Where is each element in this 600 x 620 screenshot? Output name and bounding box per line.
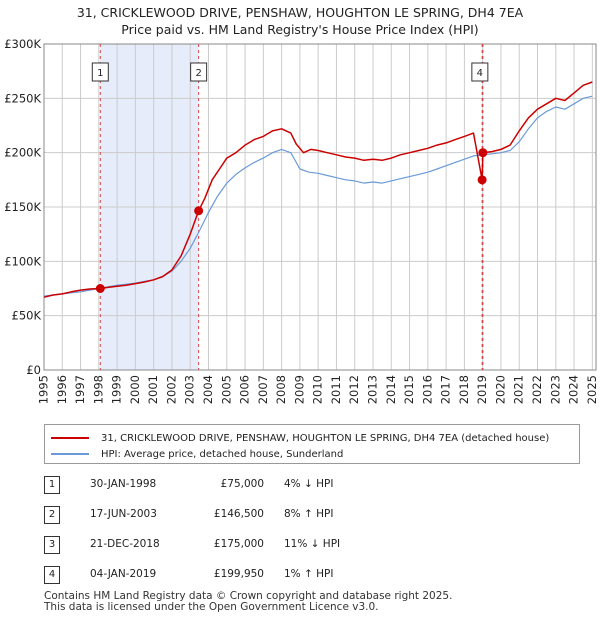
legend-label-hpi: HPI: Average price, detached house, Sund… [101,448,344,460]
sale-point [95,284,105,293]
event-number-box [91,62,109,82]
hpi-difference: 4% ↓ HPI [284,478,334,490]
x-tick-label: 2003 [183,375,197,404]
event-number-label: 4 [477,68,483,79]
footer-line-2: This data is licensed under the Open Gov… [44,601,379,613]
y-tick-label: £200K [4,146,41,160]
x-tick-label: 2017 [439,375,453,404]
x-tick-label: 1999 [110,375,124,404]
x-tick-label: 1995 [37,375,51,404]
x-tick-label: 2007 [256,375,270,404]
x-tick-label: 2005 [219,375,233,404]
x-tick-label: 2009 [292,375,306,404]
x-tick-label: 2018 [457,375,471,404]
y-tick-label: £300K [4,37,41,51]
sale-point [478,148,488,158]
x-tick-label: 2001 [146,375,160,404]
x-tick-label: 2025 [585,375,599,404]
x-tick-label: 2021 [512,375,526,404]
sale-date: 30-JAN-1998 [90,478,157,490]
event-number-box [190,62,208,82]
chart-title: 31, CRICKLEWOOD DRIVE, PENSHAW, HOUGHTON… [0,4,600,38]
table-row: 1 30-JAN-1998 £75,000 4% ↓ HPI [44,476,584,496]
chart-legend: 31, CRICKLEWOOD DRIVE, PENSHAW, HOUGHTON… [44,424,580,464]
event-marker-label: 4 [44,566,60,584]
property-price-line [43,81,593,298]
sale-point [194,206,204,216]
y-tick-label: £100K [4,254,41,268]
sale-price: £199,950 [213,568,264,580]
x-tick-label: 2012 [347,375,361,404]
title-line-2: Price paid vs. HM Land Registry's House … [121,22,479,37]
x-tick-label: 2014 [384,375,398,404]
event-number-box [471,62,489,82]
table-row: 3 21-DEC-2018 £175,000 11% ↓ HPI [44,536,584,556]
legend-item-property: 31, CRICKLEWOOD DRIVE, PENSHAW, HOUGHTON… [51,430,549,446]
x-tick-label: 2019 [475,375,489,404]
x-tick-label: 2022 [530,375,544,404]
y-tick-label: £0 [26,363,41,377]
x-tick-label: 2020 [493,375,507,404]
y-tick-label: £250K [4,91,41,105]
legend-swatch-property [51,437,89,439]
hpi-difference: 8% ↑ HPI [284,508,334,520]
x-tick-label: 2015 [402,375,416,404]
hpi-difference: 11% ↓ HPI [284,538,341,550]
x-tick-label: 1998 [91,375,105,404]
x-tick-label: 2016 [420,375,434,404]
legend-label-property: 31, CRICKLEWOOD DRIVE, PENSHAW, HOUGHTON… [101,432,550,444]
legend-swatch-hpi [51,453,89,455]
table-row: 2 17-JUN-2003 £146,500 8% ↑ HPI [44,506,584,526]
x-tick-label: 2024 [567,375,581,404]
event-marker-label: 1 [44,476,60,494]
sale-date: 21-DEC-2018 [90,538,160,550]
hpi-difference: 1% ↑ HPI [284,568,334,580]
price-chart: £0 £50K £100K £150K £200K £250K £300K 1995 1996 1… [4,37,599,404]
sale-point [477,175,487,185]
footer-line-1: Contains HM Land Registry data © Crown c… [44,590,453,602]
x-tick-label: 1997 [73,375,87,404]
y-tick-label: £150K [4,200,41,214]
x-tick-label: 1996 [55,375,69,404]
sale-price: £175,000 [213,538,264,550]
sale-price: £75,000 [220,478,264,490]
sale-date: 04-JAN-2019 [90,568,157,580]
x-tick-label: 2004 [201,375,215,404]
legend-item-hpi: HPI: Average price, detached house, Sund… [51,446,343,462]
x-tick-label: 2006 [238,375,252,404]
x-tick-label: 2023 [548,375,562,404]
copyright-notice: Contains HM Land Registry data © Crown c… [44,591,452,613]
y-tick-label: £50K [12,309,42,323]
x-tick-label: 2002 [164,375,178,404]
x-tick-label: 2010 [311,375,325,404]
event-number-label: 2 [195,68,201,79]
event-number-label: 1 [97,68,103,79]
sale-date: 17-JUN-2003 [90,508,157,520]
x-tick-label: 2000 [128,375,142,404]
event-marker-label: 3 [44,536,60,554]
x-tick-label: 2008 [274,375,288,404]
plot-frame [43,43,597,371]
x-tick-label: 2013 [366,375,380,404]
table-row: 4 04-JAN-2019 £199,950 1% ↑ HPI [44,566,584,586]
x-tick-label: 2011 [329,375,343,404]
sale-price: £146,500 [213,508,264,520]
title-line-1: 31, CRICKLEWOOD DRIVE, PENSHAW, HOUGHTON… [76,5,524,20]
event-marker-label: 2 [44,506,60,524]
